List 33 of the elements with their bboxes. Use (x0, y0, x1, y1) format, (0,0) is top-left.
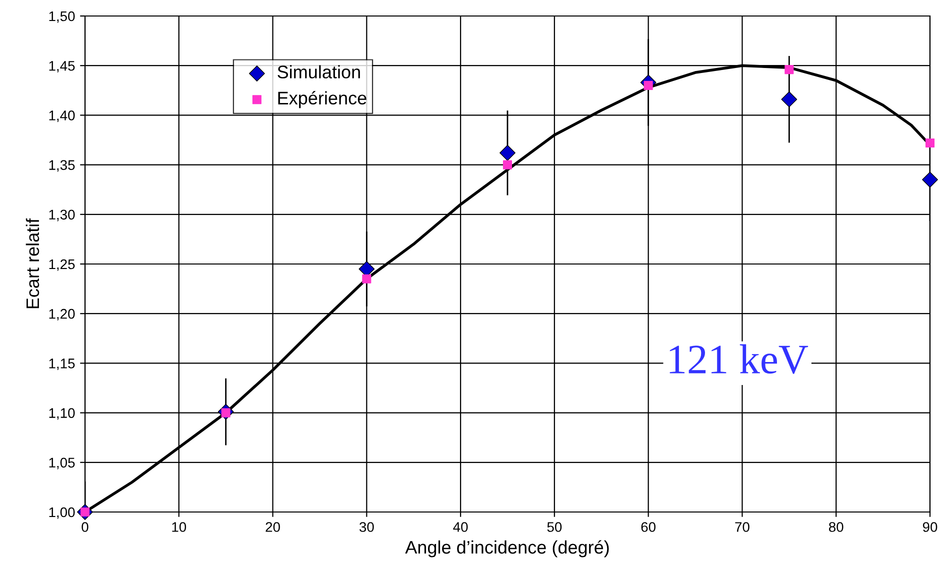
y-tick-label: 1,10 (49, 408, 75, 420)
x-tick-label: 30 (359, 522, 374, 532)
annotation: 121 keV (670, 344, 808, 374)
point (502, 160, 512, 170)
x-tick-label: 20 (266, 522, 280, 532)
x-tick-label: 90 (922, 522, 938, 532)
x-tick-label: 60 (641, 522, 656, 532)
x-tick-label: 80 (828, 522, 844, 532)
y-tick-label: 1,05 (49, 458, 75, 470)
x-tick-label: 50 (547, 522, 562, 532)
y-tick-label: 1,40 (49, 110, 75, 122)
y-tick-label: 1,15 (49, 358, 75, 370)
x-tick-label: 40 (453, 522, 468, 532)
y-tick-label: 1,45 (49, 61, 75, 72)
y-tick-label: 1,00 (49, 507, 75, 519)
point (500, 144, 516, 161)
point (781, 91, 798, 108)
legend-label: Expérience (278, 91, 366, 108)
x-tick-label: 70 (735, 522, 750, 532)
y-tick-label: 1,30 (49, 210, 75, 222)
y-axis-title: Ecart relatif (26, 218, 40, 308)
y-tick-label: 1,20 (49, 308, 75, 320)
point (362, 274, 372, 284)
point (925, 138, 935, 148)
legend-label: Simulation (278, 65, 360, 78)
point (922, 172, 938, 188)
x-tick-label: 10 (172, 522, 186, 532)
y-tick-label: 1,35 (49, 160, 75, 172)
point (784, 65, 794, 74)
x-tick-label: 0 (82, 522, 88, 532)
x-axis-title: Angle d’incidence (degré) (405, 540, 609, 558)
y-tick-label: 1,50 (49, 11, 75, 23)
y-tick-label: 1,25 (49, 259, 75, 271)
